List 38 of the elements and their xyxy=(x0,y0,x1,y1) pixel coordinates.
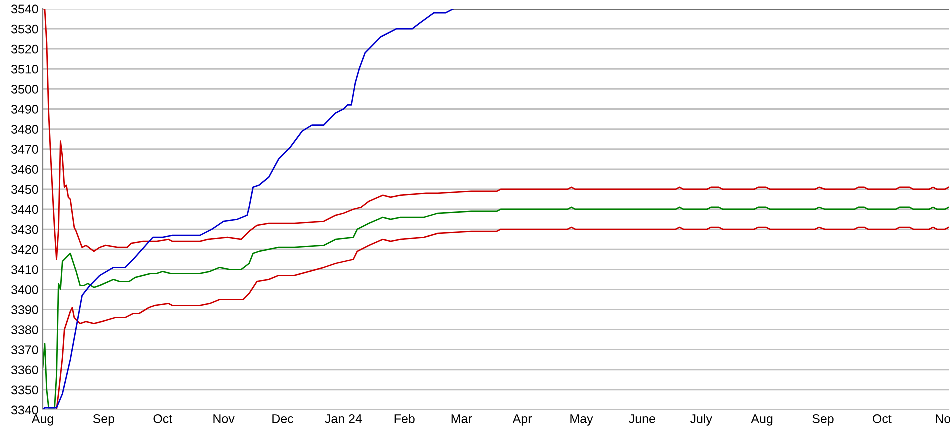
x-tick-label: Oct xyxy=(873,414,892,424)
y-tick-label: 3530 xyxy=(12,24,38,34)
line-series xyxy=(43,9,454,410)
x-tick-label: May xyxy=(570,414,594,426)
x-tick-label: Sep xyxy=(93,414,115,426)
x-tick-label: Jan 24 xyxy=(325,414,362,424)
y-tick-label: 3510 xyxy=(12,64,38,74)
y-tick-label: 3380 xyxy=(12,326,38,334)
x-tick-label: Mar xyxy=(452,414,472,424)
y-tick-label: 3490 xyxy=(12,105,38,114)
x-tick-label: July xyxy=(690,414,712,426)
y-tick-label: 3450 xyxy=(12,185,38,194)
y-tick-label: 3420 xyxy=(12,245,38,254)
y-tick-label: 3430 xyxy=(12,225,38,234)
y-tick-label: 3440 xyxy=(12,205,38,214)
x-tick-label: Nov xyxy=(214,414,235,424)
y-tick-label: 3500 xyxy=(12,85,38,94)
y-tick-label: 3460 xyxy=(12,165,38,174)
y-tick-label: 3410 xyxy=(12,265,38,274)
y-tick-label: 3370 xyxy=(12,346,38,354)
x-tick-label: Aug xyxy=(751,414,773,426)
x-tick-label: June xyxy=(629,414,656,424)
y-tick-label: 3400 xyxy=(12,286,38,294)
x-tick-label: Aug xyxy=(32,414,54,426)
y-tick-label: 3340 xyxy=(12,406,38,415)
y-tick-label: 3470 xyxy=(12,145,38,154)
y-tick-label: 3480 xyxy=(12,125,38,134)
x-tick-label: Oct xyxy=(154,414,173,424)
y-tick-label: 3520 xyxy=(12,44,38,54)
x-tick-label: Apr xyxy=(512,414,532,426)
x-tick-label: Dec xyxy=(272,414,294,424)
y-tick-label: 3390 xyxy=(12,306,38,314)
y-tick-label: 3360 xyxy=(12,366,38,375)
y-tick-label: 3540 xyxy=(12,4,38,14)
x-tick-label: Sep xyxy=(812,414,834,426)
y-tick-label: 3350 xyxy=(12,386,38,395)
line-series xyxy=(43,9,949,260)
x-tick-label: Feb xyxy=(394,414,415,424)
